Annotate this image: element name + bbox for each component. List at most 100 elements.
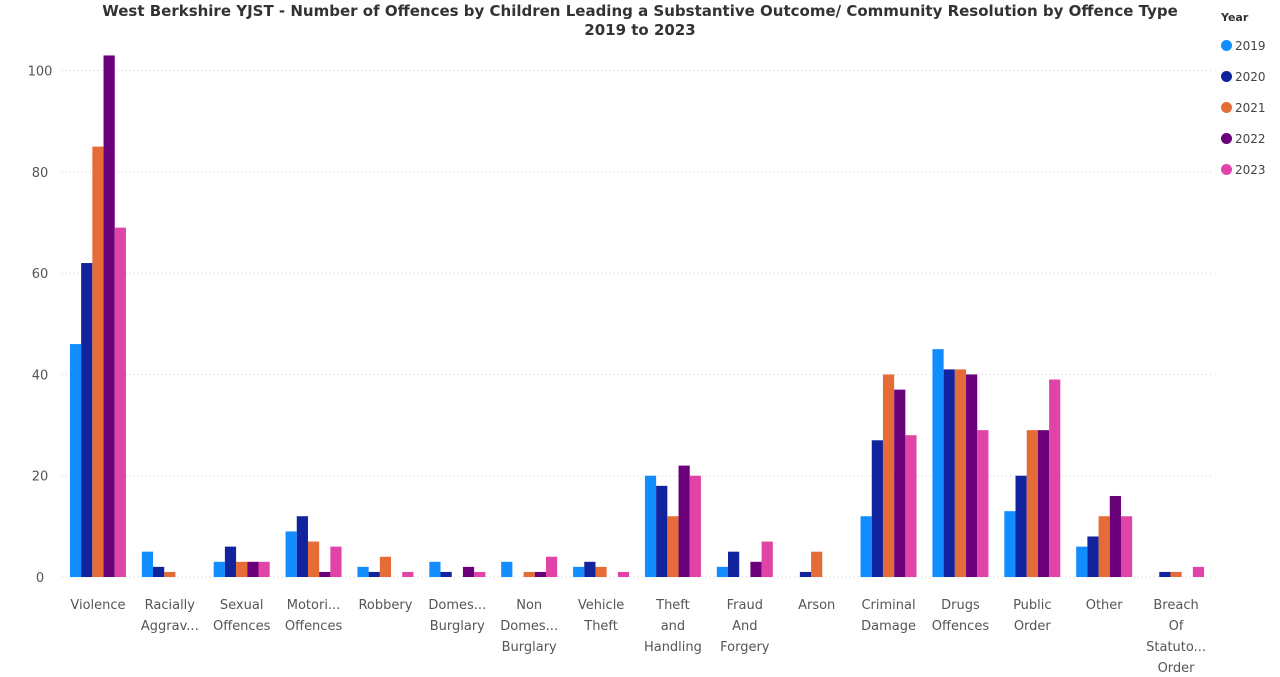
legend-item-2021[interactable]: 2021 (1221, 92, 1266, 123)
legend-swatch (1221, 133, 1232, 144)
legend-label: 2019 (1235, 38, 1266, 53)
bar-2022[interactable]: Theft and Handling 2022: 22 (678, 465, 690, 577)
bar-2021[interactable]: Drugs Offences 2021: 41 (954, 369, 967, 577)
chart-title-line1: West Berkshire YJST - Number of Offences… (102, 2, 1178, 20)
bar-2022[interactable]: Sexual Offences 2022: 3 (247, 561, 259, 577)
bar-2020[interactable]: Robbery 2020: 1 (368, 571, 380, 577)
bar-2023[interactable]: Fraud And Forgery 2023: 7 (761, 541, 773, 577)
bar-2022[interactable]: Motori... Offences 2022: 1 (319, 571, 331, 577)
x-tick-label-line: Aggrav... (141, 619, 199, 634)
bar-2020[interactable]: Public Order 2020: 20 (1015, 475, 1027, 577)
y-tick-label: 80 (32, 166, 49, 181)
bar-2021[interactable]: Robbery 2021: 4 (379, 556, 392, 577)
bar-2021[interactable]: Non Domes... Burglary 2021: 1 (523, 571, 535, 577)
bar-2020[interactable]: Breach Of Statuto... Order 2020: 1 (1159, 571, 1171, 577)
bar-2023[interactable]: Other 2023: 12 (1120, 516, 1133, 577)
bar-2019[interactable]: Sexual Offences 2019: 3 (213, 561, 225, 577)
x-tick-label: Non Domes... Burglary (500, 598, 558, 655)
x-tick-label-line: Sexual (220, 598, 264, 613)
bar-2022[interactable]: Violence 2022: 103 (103, 55, 115, 578)
bar-2021[interactable]: Sexual Offences 2021: 3 (236, 561, 248, 577)
legend-item-2019[interactable]: 2019 (1221, 30, 1266, 61)
x-tick-label: Sexual Offences (213, 598, 271, 634)
bar-2021[interactable]: Motori... Offences 2021: 7 (307, 541, 320, 577)
bar-2019[interactable]: Other 2019: 6 (1076, 546, 1088, 577)
bar-2022[interactable]: Other 2022: 16 (1109, 495, 1121, 577)
bar-2023[interactable]: Drugs Offences 2023: 29 (977, 430, 989, 577)
bar-2021[interactable]: Racially Aggrav... 2021: 1 (164, 571, 176, 577)
bar-2020[interactable]: Motori... Offences 2020: 12 (296, 516, 308, 577)
bar-2021[interactable]: Criminal Damage 2021: 40 (882, 374, 895, 577)
bar-2019[interactable]: Drugs Offences 2019: 45 (932, 349, 944, 577)
bar-2023[interactable]: Breach Of Statuto... Order 2023: 2 (1192, 566, 1205, 577)
x-tick-label-line: Breach (1153, 598, 1198, 613)
bar-2022[interactable]: Public Order 2022: 29 (1037, 430, 1050, 577)
x-tick-label: Domes... Burglary (428, 598, 486, 634)
bar-2020[interactable]: Other 2020: 8 (1087, 536, 1099, 577)
bar-2023[interactable]: Robbery 2023: 1 (402, 571, 414, 577)
bar-2020[interactable]: Criminal Damage 2020: 27 (871, 440, 883, 577)
bar-2019[interactable]: Vehicle Theft 2019: 2 (573, 566, 585, 577)
bar-2023[interactable]: Vehicle Theft 2023: 1 (617, 571, 630, 577)
bar-2019[interactable]: Criminal Damage 2019: 12 (860, 516, 872, 577)
legend-title: Year (1221, 11, 1249, 24)
bar-2019[interactable]: Motori... Offences 2019: 9 (285, 531, 297, 577)
bar-2021[interactable]: Other 2021: 12 (1098, 516, 1110, 577)
x-tick-label-line: Domes... (428, 598, 486, 613)
bar-2023[interactable]: Non Domes... Burglary 2023: 4 (545, 556, 558, 577)
bar-2019[interactable]: Violence 2019: 46 (69, 344, 82, 577)
bar-2023[interactable]: Criminal Damage 2023: 28 (905, 435, 917, 577)
bar-2021[interactable]: Theft and Handling 2021: 12 (667, 516, 679, 577)
bar-2023[interactable]: Public Order 2023: 39 (1049, 379, 1061, 577)
y-tick-label: 60 (32, 267, 49, 282)
legend-label: 2023 (1235, 162, 1266, 177)
legend-swatch (1221, 40, 1232, 51)
bar-2020[interactable]: Sexual Offences 2020: 6 (224, 546, 237, 577)
legend-item-2023[interactable]: 2023 (1221, 154, 1266, 185)
x-tick-label: Criminal Damage (861, 598, 916, 634)
bar-2020[interactable]: Domes... Burglary 2020: 1 (440, 571, 452, 577)
x-tick-label-line: Other (1086, 598, 1124, 613)
bar-2022[interactable]: Non Domes... Burglary 2022: 1 (534, 571, 546, 577)
bar-2020[interactable]: Drugs Offences 2020: 41 (943, 369, 955, 577)
legend-item-2022[interactable]: 2022 (1221, 123, 1266, 154)
bar-2022[interactable]: Criminal Damage 2022: 37 (894, 389, 906, 577)
bar-2021[interactable]: Arson 2021: 5 (811, 551, 823, 577)
bar-2021[interactable]: Violence 2021: 85 (92, 146, 104, 577)
bar-2022[interactable]: Fraud And Forgery 2022: 3 (750, 561, 762, 577)
bar-2020[interactable]: Fraud And Forgery 2020: 5 (728, 551, 740, 577)
x-tick-label-line: Order (1158, 661, 1196, 676)
bar-2020[interactable]: Violence 2020: 62 (81, 263, 93, 577)
bar-2020[interactable]: Arson 2020: 1 (799, 571, 812, 577)
bar-2019[interactable]: Fraud And Forgery 2019: 2 (716, 566, 729, 577)
bar-2021[interactable]: Breach Of Statuto... Order 2021: 1 (1170, 571, 1182, 577)
bar-2019[interactable]: Theft and Handling 2019: 20 (644, 475, 657, 577)
bar-2023[interactable]: Motori... Offences 2023: 6 (330, 546, 342, 577)
x-tick-label: Arson (798, 598, 835, 613)
bar-2019[interactable]: Racially Aggrav... 2019: 5 (141, 551, 154, 577)
bar-2022[interactable]: Domes... Burglary 2022: 2 (462, 566, 475, 577)
x-tick-label-line: Racially (145, 598, 196, 613)
bar-2021[interactable]: Vehicle Theft 2021: 2 (595, 566, 607, 577)
bar-2023[interactable]: Domes... Burglary 2023: 1 (474, 571, 486, 577)
legend-item-2020[interactable]: 2020 (1221, 61, 1266, 92)
bar-2023[interactable]: Sexual Offences 2023: 3 (258, 561, 270, 577)
x-tick-label-line: Damage (861, 619, 916, 634)
bar-2022[interactable]: Drugs Offences 2022: 40 (966, 374, 978, 577)
bar-2019[interactable]: Robbery 2019: 2 (357, 566, 369, 577)
bar-2021[interactable]: Public Order 2021: 29 (1026, 430, 1038, 577)
bar-2023[interactable]: Violence 2023: 69 (114, 227, 126, 578)
bar-2019[interactable]: Non Domes... Burglary 2019: 3 (501, 561, 513, 577)
bar-2019[interactable]: Domes... Burglary 2019: 3 (429, 561, 441, 577)
x-tick-label-line: Offences (932, 619, 990, 634)
bar-2020[interactable]: Racially Aggrav... 2020: 2 (153, 566, 165, 577)
bar-2023[interactable]: Theft and Handling 2023: 20 (689, 475, 701, 577)
bar-2020[interactable]: Theft and Handling 2020: 18 (656, 485, 668, 577)
x-tick-label: Theft and Handling (644, 598, 702, 655)
x-tick-label: Robbery (358, 598, 412, 613)
bar-2019[interactable]: Public Order 2019: 13 (1004, 511, 1016, 577)
y-axis-ticks: 0 20 40 60 80 100 (28, 65, 53, 586)
bar-2020[interactable]: Vehicle Theft 2020: 3 (584, 561, 596, 577)
x-tick-label: Violence (70, 598, 125, 613)
